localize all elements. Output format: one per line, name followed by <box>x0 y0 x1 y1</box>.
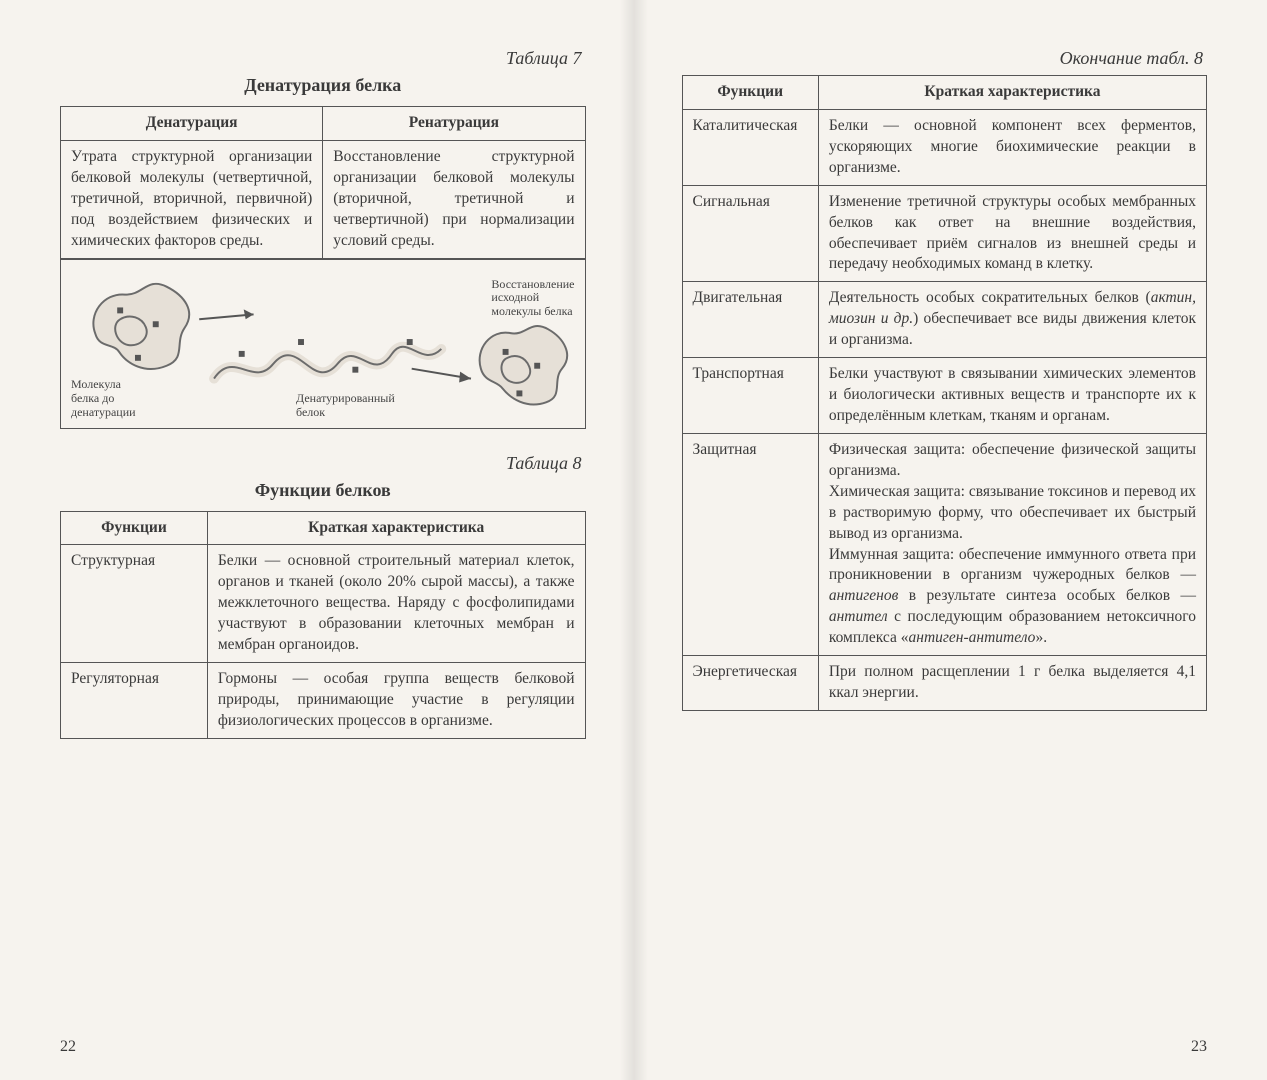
table7-col-denaturation: Денатурация <box>61 107 323 141</box>
table8b-col-func: Функции <box>682 76 818 110</box>
table7-cell: Восстановление структурной организации б… <box>323 140 585 258</box>
book-spread: Таблица 7 Денатурация белка Денатурация … <box>0 0 1267 1080</box>
table7-col-renaturation: Ренатурация <box>323 107 585 141</box>
denaturation-diagram: Восстановлениеисходноймолекулы белка Мол… <box>60 259 586 429</box>
table7: Денатурация Ренатурация Утрата структурн… <box>60 106 586 259</box>
table7-cell: Утрата структурной организации белковой … <box>61 140 323 258</box>
table-row: Транспортная Белки участвуют в связывани… <box>682 358 1207 434</box>
table8b-func: Сигнальная <box>682 185 818 282</box>
table8b-desc: Белки участвуют в связывании химических … <box>818 358 1206 434</box>
table8b-func: Двигательная <box>682 282 818 358</box>
table-row: Каталитическая Белки — основной компонен… <box>682 109 1207 185</box>
table8-func: Структурная <box>61 545 208 663</box>
table8b-func: Энергетическая <box>682 656 818 711</box>
page-right: Окончание табл. 8 Функции Краткая характ… <box>634 0 1267 1080</box>
table-row: Регуляторная Гормоны — особая группа вещ… <box>61 663 586 739</box>
table8b-desc: При полном расщеплении 1 г белка выделяе… <box>818 656 1206 711</box>
page-left: Таблица 7 Денатурация белка Денатурация … <box>0 0 634 1080</box>
table7-title: Денатурация белка <box>60 75 586 96</box>
page-number-right: 23 <box>1191 1038 1207 1056</box>
table8-col-func: Функции <box>61 511 208 545</box>
table-row: Функции Краткая характеристика <box>682 76 1207 110</box>
table8b-desc: Физическая защита: обеспечение физическо… <box>818 433 1206 655</box>
table8b-desc: Белки — основной компонент всех ферменто… <box>818 109 1206 185</box>
table-row: Денатурация Ренатурация <box>61 107 586 141</box>
table8-continuation-label: Окончание табл. 8 <box>682 48 1204 69</box>
table8-desc: Гормоны — особая группа веществ белковой… <box>207 663 585 739</box>
table-row: Структурная Белки — основной строительны… <box>61 545 586 663</box>
table-row: Функции Краткая характеристика <box>61 511 586 545</box>
table-row: Энергетическая При полном расщеплении 1 … <box>682 656 1207 711</box>
table8-desc: Белки — основной строительный материал к… <box>207 545 585 663</box>
table8b-func: Транспортная <box>682 358 818 434</box>
table8-col-desc: Краткая характеристика <box>207 511 585 545</box>
table-row: Утрата структурной организации белковой … <box>61 140 586 258</box>
table8-label: Таблица 8 <box>60 453 582 474</box>
table8b-desc: Изменение третичной структуры особых мем… <box>818 185 1206 282</box>
gutter-shadow <box>620 0 634 1080</box>
table8: Функции Краткая характеристика Структурн… <box>60 511 586 739</box>
table8b-func: Защитная <box>682 433 818 655</box>
table8b-desc: Деятельность особых сократительных белко… <box>818 282 1206 358</box>
table8-func: Регуляторная <box>61 663 208 739</box>
diagram-label-restore: Восстановлениеисходноймолекулы белка <box>491 278 574 319</box>
table8-title: Функции белков <box>60 480 586 501</box>
page-number-left: 22 <box>60 1038 76 1056</box>
table-row: Двигательная Деятельность особых сократи… <box>682 282 1207 358</box>
table7-label: Таблица 7 <box>60 48 582 69</box>
gutter-shadow <box>634 0 648 1080</box>
table8-continued: Функции Краткая характеристика Каталитич… <box>682 75 1208 711</box>
table8b-col-desc: Краткая характеристика <box>818 76 1206 110</box>
table8b-func: Каталитическая <box>682 109 818 185</box>
table-row: Сигнальная Изменение третичной структуры… <box>682 185 1207 282</box>
diagram-label-denatured: Денатурированныйбелок <box>296 392 395 420</box>
table-row: Защитная Физическая защита: обеспечение … <box>682 433 1207 655</box>
diagram-label-native: Молекулабелка доденатурации <box>71 378 136 419</box>
